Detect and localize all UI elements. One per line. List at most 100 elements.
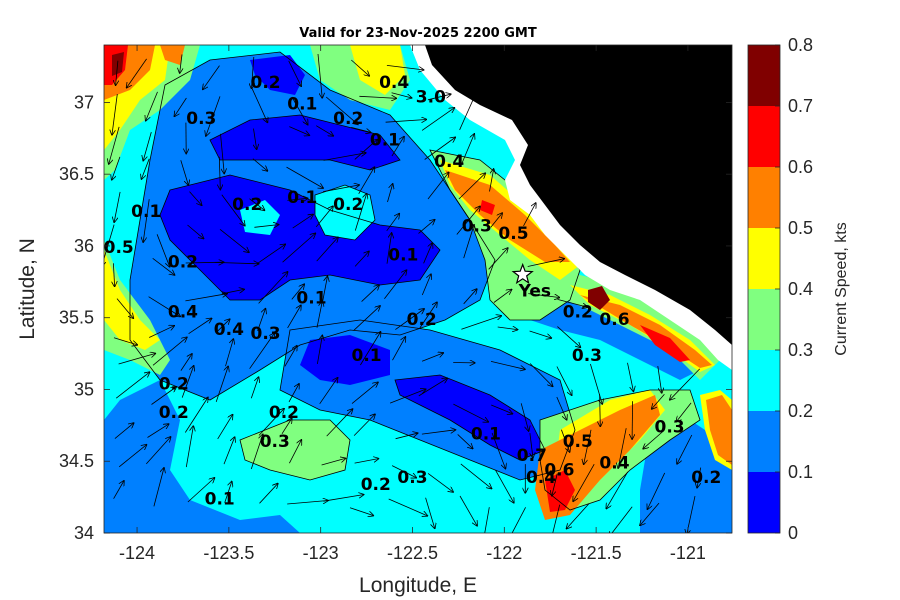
colorbar-tick-label: 0.4 xyxy=(788,279,813,299)
y-tick-label: 34 xyxy=(74,523,94,543)
current-vector xyxy=(316,302,322,328)
contour-label: 0.1 xyxy=(287,188,317,208)
current-vector xyxy=(104,224,115,266)
current-vector xyxy=(459,495,477,526)
contour-band-0-0.1-upper xyxy=(210,115,400,170)
station-star-icon xyxy=(511,262,534,285)
current-vector xyxy=(677,402,692,422)
current-vector xyxy=(114,191,121,222)
contour-label: 0.4 xyxy=(214,320,244,340)
current-vector xyxy=(291,284,304,300)
contour-band-0.5-0.6-north xyxy=(160,45,185,65)
contour-label: 0.2 xyxy=(333,195,363,215)
current-vector xyxy=(460,134,475,167)
current-vector xyxy=(424,138,455,160)
current-vector xyxy=(458,173,485,200)
x-axis-label: Longitude, E xyxy=(359,574,477,597)
current-vector xyxy=(387,184,393,203)
current-vector xyxy=(529,330,552,338)
y-tick-label: 36 xyxy=(74,236,94,256)
current-vector xyxy=(187,478,214,503)
current-vector xyxy=(288,60,301,86)
y-axis-ticks: 34 34.5 35 35.5 36 36.5 37 xyxy=(59,92,732,543)
contour-label: 0.6 xyxy=(599,310,629,330)
current-vector xyxy=(632,401,633,439)
current-vector xyxy=(249,333,275,369)
current-vector xyxy=(421,108,454,131)
current-vector xyxy=(185,426,193,468)
contour-label: 0.1 xyxy=(287,95,317,115)
current-vector xyxy=(421,274,431,296)
current-vector xyxy=(520,403,528,431)
contour-label: 0.3 xyxy=(462,217,492,237)
figure-title: Valid for 23-Nov-2025 2200 GMT xyxy=(299,26,537,41)
current-vector xyxy=(584,429,592,464)
current-vector xyxy=(258,409,284,436)
current-vector xyxy=(427,473,453,492)
current-vector xyxy=(286,166,324,188)
x-axis-ticks: -124 -123.5 -123 -122.5 -122 -121.5 -121 xyxy=(119,45,706,563)
colorbar-tick-label: 0.7 xyxy=(788,96,813,116)
current-vector xyxy=(552,504,561,533)
current-vector xyxy=(215,367,228,403)
x-tick-label: -123 xyxy=(303,543,339,563)
current-vector xyxy=(113,481,124,499)
current-vector xyxy=(148,296,181,317)
colorbar-segment xyxy=(748,45,780,106)
contour-band-0.1-0.2-east xyxy=(640,420,732,533)
contour-label: 0.1 xyxy=(296,288,326,308)
current-vector xyxy=(284,346,297,367)
current-vector xyxy=(292,215,313,229)
current-vector xyxy=(670,368,700,400)
current-vector xyxy=(206,96,221,135)
current-vector xyxy=(490,213,502,228)
current-vector xyxy=(643,430,665,449)
current-vector xyxy=(490,361,525,369)
contour-label: 0.5 xyxy=(563,432,593,452)
colorbar-segment xyxy=(748,106,780,167)
current-vector xyxy=(567,503,590,529)
current-vector xyxy=(429,50,455,55)
colorbar-tick-label: 0.6 xyxy=(788,157,813,177)
contour-label: 0.2 xyxy=(407,310,437,330)
current-vector xyxy=(250,435,262,470)
plot-frame xyxy=(103,44,733,534)
contour-label: 0.2 xyxy=(691,468,721,488)
current-vector xyxy=(259,484,278,504)
current-vector xyxy=(112,94,118,135)
current-vector xyxy=(219,156,220,189)
contour-label: 0.2 xyxy=(159,374,189,394)
y-tick-label: 36.5 xyxy=(59,164,94,184)
current-vector xyxy=(386,233,392,264)
current-vector xyxy=(116,60,118,85)
contour-label: 0.4 xyxy=(168,303,198,323)
current-vector xyxy=(557,326,580,348)
current-vector xyxy=(254,128,257,150)
current-vector xyxy=(552,473,558,496)
contour-label: 0.5 xyxy=(104,238,134,258)
colorbar-label: Current Speed, kts xyxy=(833,222,850,355)
current-vector xyxy=(282,234,316,263)
current-vector xyxy=(640,502,660,525)
current-vector xyxy=(484,507,490,533)
current-vector xyxy=(127,58,147,88)
map-plot-area: 0.2 0.1 0.3 0.4 3.0 0.2 0.1 0.4 0.1 0.2 0.1 0.2 0.3 0… xyxy=(104,45,732,533)
current-vector xyxy=(189,191,202,206)
current-vector xyxy=(180,54,182,72)
current-vector xyxy=(223,437,235,465)
current-vector xyxy=(528,293,559,298)
current-vector xyxy=(151,387,177,405)
current-vector xyxy=(326,409,353,437)
current-vector xyxy=(251,88,267,122)
current-vector xyxy=(152,257,175,275)
current-vector-arrows xyxy=(104,50,702,533)
current-vector xyxy=(361,285,379,302)
current-vector xyxy=(460,463,492,489)
current-vector xyxy=(463,289,477,305)
current-vector xyxy=(116,298,133,319)
colorbar-tick-label: 0.8 xyxy=(788,35,813,55)
current-vector xyxy=(529,363,552,387)
current-vector xyxy=(184,398,208,433)
x-tick-label: -121.5 xyxy=(571,543,622,563)
current-vector xyxy=(321,277,327,304)
